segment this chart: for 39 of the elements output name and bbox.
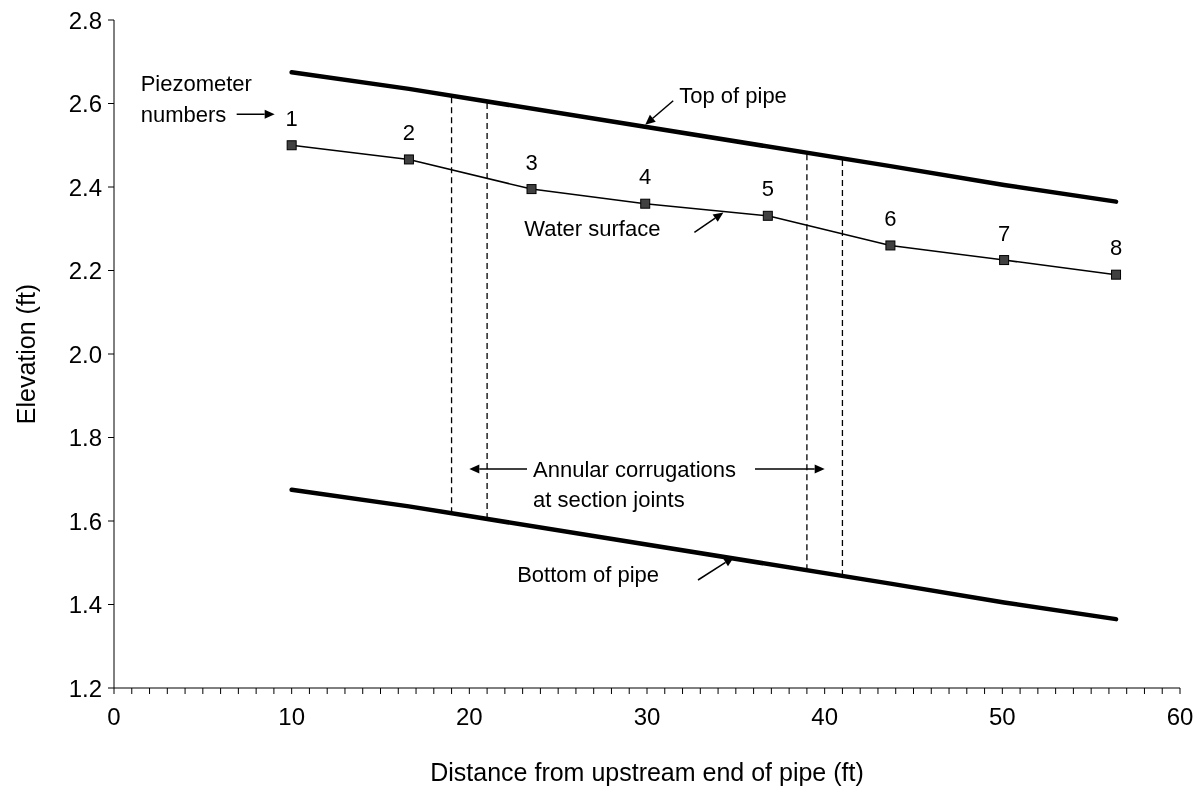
- point: [885, 240, 896, 251]
- x-tick-label: 40: [811, 703, 839, 731]
- x-tick-label: 50: [988, 703, 1016, 731]
- annotation: Piezometer numbers: [140, 70, 252, 127]
- point: [403, 154, 414, 165]
- y-axis-title: Elevation (ft): [12, 283, 40, 425]
- y-tick-label: 1.2: [68, 674, 102, 702]
- annotation: 3: [525, 149, 538, 175]
- x-tick-label: 10: [278, 703, 306, 731]
- point: [640, 198, 651, 209]
- annotation: Water surface: [524, 215, 661, 241]
- y-tick-label: 2.0: [68, 340, 102, 368]
- y-tick-label: 1.8: [68, 424, 102, 452]
- annotation: 7: [997, 220, 1011, 246]
- annotation: Top of pipe: [679, 83, 787, 109]
- point: [286, 140, 297, 151]
- annotation: 2: [402, 119, 416, 145]
- annotation: Bottom of pipe: [517, 561, 659, 587]
- y-tick-label: 2.6: [68, 90, 102, 118]
- annotation: 4: [639, 164, 652, 190]
- x-axis-title: Distance from upstream end of pipe (ft): [430, 758, 864, 786]
- annotation: 5: [761, 176, 774, 202]
- annotation: Annular corrugations at section joints: [533, 456, 737, 512]
- x-tick-label: 20: [455, 703, 483, 731]
- point: [999, 255, 1010, 266]
- annotation: 8: [1109, 235, 1123, 261]
- x-tick-label: 30: [633, 703, 661, 731]
- point: [762, 210, 773, 221]
- y-tick-label: 1.6: [68, 507, 102, 535]
- point: [526, 184, 537, 195]
- annotation: 6: [884, 205, 897, 231]
- y-tick-label: 2.4: [68, 173, 102, 201]
- annotation: 1: [285, 105, 298, 131]
- y-tick-label: 2.2: [68, 257, 102, 285]
- x-tick-label: 60: [1166, 703, 1194, 731]
- y-tick-label: 2.8: [68, 6, 102, 34]
- x-tick-label: 0: [107, 703, 121, 731]
- point: [1111, 269, 1122, 280]
- y-tick-label: 1.4: [68, 591, 102, 619]
